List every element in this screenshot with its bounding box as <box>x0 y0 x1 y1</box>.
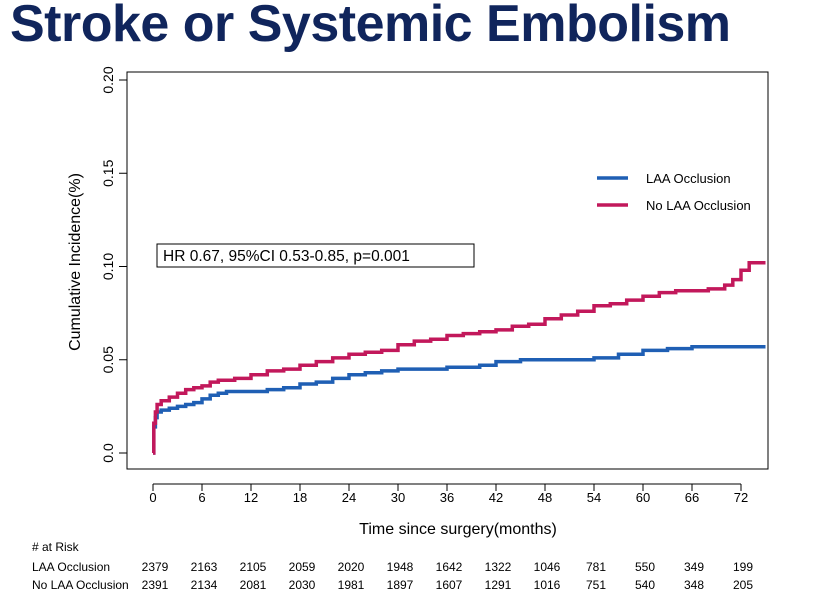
x-axis: 0 6 12 18 24 30 36 42 48 54 60 66 72 <box>149 483 748 505</box>
y-tick-label: 0.15 <box>100 159 116 186</box>
y-tick-label: 0.0 <box>100 443 116 463</box>
x-tick-label: 72 <box>734 490 748 505</box>
y-axis-label: Cumulative Incidence(%) <box>67 173 84 351</box>
x-tick-label: 24 <box>342 490 356 505</box>
x-tick-label: 30 <box>391 490 405 505</box>
x-axis-label: Time since surgery(months) <box>359 521 557 538</box>
legend-label: No LAA Occlusion <box>646 198 751 213</box>
legend-label: LAA Occlusion <box>646 171 731 186</box>
hr-annotation: HR 0.67, 95%CI 0.53-0.85, p=0.001 <box>156 243 475 268</box>
legend: LAA Occlusion No LAA Occlusion <box>597 171 751 213</box>
annotation-box <box>156 243 475 268</box>
annotation-text: HR 0.67, 95%CI 0.53-0.85, p=0.001 <box>163 248 410 265</box>
x-tick-label: 48 <box>538 490 552 505</box>
y-tick-label: 0.20 <box>100 66 116 93</box>
y-tick-label: 0.05 <box>100 346 116 373</box>
x-tick-label: 54 <box>587 490 601 505</box>
x-tick-label: 42 <box>489 490 503 505</box>
y-axis: 0.0 0.05 0.10 0.15 0.20 <box>100 66 128 463</box>
series-group <box>152 261 766 455</box>
x-tick-label: 36 <box>440 490 454 505</box>
x-tick-label: 6 <box>198 490 205 505</box>
x-tick-label: 18 <box>293 490 307 505</box>
x-tick-label: 12 <box>244 490 258 505</box>
page-title: Stroke or Systemic Embolism <box>10 0 731 53</box>
x-tick-label: 0 <box>149 490 156 505</box>
series-line-2 <box>152 261 766 455</box>
x-tick-label: 60 <box>636 490 650 505</box>
y-tick-label: 0.10 <box>100 253 116 280</box>
x-tick-label: 66 <box>685 490 699 505</box>
series-line-1 <box>152 344 766 455</box>
plot-frame <box>126 71 769 470</box>
